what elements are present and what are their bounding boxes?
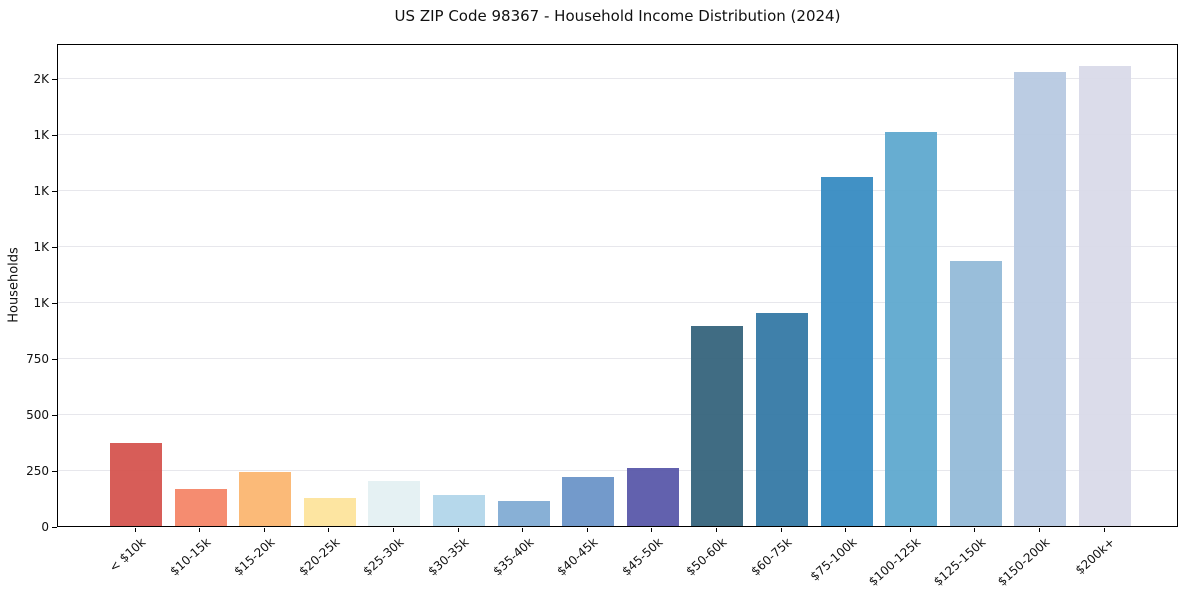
y-tick-label: 2K bbox=[33, 72, 49, 87]
x-tick-mark bbox=[651, 528, 653, 532]
x-tick-mark bbox=[586, 528, 588, 532]
bar bbox=[1014, 71, 1067, 526]
x-tick-mark bbox=[522, 528, 524, 532]
x-tick-mark bbox=[1103, 528, 1105, 532]
bar bbox=[626, 467, 679, 526]
bar bbox=[885, 132, 938, 526]
y-tick-mark bbox=[52, 526, 57, 528]
gridline bbox=[58, 133, 1177, 135]
x-tick-mark bbox=[780, 528, 782, 532]
bar bbox=[1079, 66, 1131, 526]
bar bbox=[303, 498, 356, 526]
bar bbox=[368, 481, 421, 526]
y-tick-label: 0 bbox=[41, 520, 49, 534]
plot-area bbox=[57, 44, 1178, 527]
y-tick-label: 750 bbox=[26, 352, 49, 367]
x-tick-mark bbox=[457, 528, 459, 532]
bar bbox=[497, 501, 550, 526]
y-tick-mark bbox=[52, 78, 57, 81]
y-tick-label: 1K bbox=[33, 296, 49, 311]
y-tick-label: 500 bbox=[26, 408, 49, 423]
gridline bbox=[58, 469, 1177, 471]
x-tick-mark bbox=[1038, 528, 1041, 532]
y-tick-label: 1K bbox=[33, 184, 49, 199]
y-tick-mark bbox=[52, 414, 57, 416]
y-tick-mark bbox=[52, 134, 57, 136]
x-tick-mark bbox=[715, 528, 718, 532]
y-tick-mark bbox=[52, 190, 57, 192]
gridline bbox=[58, 77, 1177, 79]
bar bbox=[239, 472, 292, 526]
bar bbox=[110, 443, 162, 526]
bar bbox=[949, 260, 1002, 526]
bar bbox=[756, 313, 808, 526]
bar bbox=[562, 476, 615, 526]
x-tick-mark bbox=[845, 528, 847, 532]
x-tick-mark bbox=[134, 528, 136, 532]
y-tick-mark bbox=[52, 470, 57, 472]
y-tick-mark bbox=[52, 358, 57, 360]
y-tick-label: 1K bbox=[33, 128, 49, 143]
x-tick-mark bbox=[199, 528, 201, 532]
bar bbox=[174, 489, 227, 526]
bar bbox=[433, 494, 485, 526]
x-tick-label: < $10k bbox=[106, 535, 149, 575]
x-tick-mark bbox=[909, 528, 911, 532]
x-tick-mark bbox=[392, 528, 395, 532]
gridline bbox=[58, 413, 1177, 415]
y-tick-label: 250 bbox=[26, 464, 49, 479]
chart-title: US ZIP Code 98367 - Household Income Dis… bbox=[394, 7, 841, 25]
x-tick-mark bbox=[263, 528, 265, 532]
gridline bbox=[58, 357, 1177, 359]
bar bbox=[691, 325, 744, 526]
x-tick-mark bbox=[328, 528, 330, 532]
y-tick-mark bbox=[52, 246, 57, 248]
y-axis-label: Households bbox=[6, 247, 22, 323]
gridline bbox=[58, 189, 1177, 191]
y-tick-mark bbox=[52, 302, 57, 304]
gridline bbox=[58, 301, 1177, 303]
gridline bbox=[58, 245, 1177, 247]
bar bbox=[820, 176, 873, 526]
x-tick-mark bbox=[974, 528, 976, 532]
y-tick-label: 1K bbox=[33, 240, 49, 255]
